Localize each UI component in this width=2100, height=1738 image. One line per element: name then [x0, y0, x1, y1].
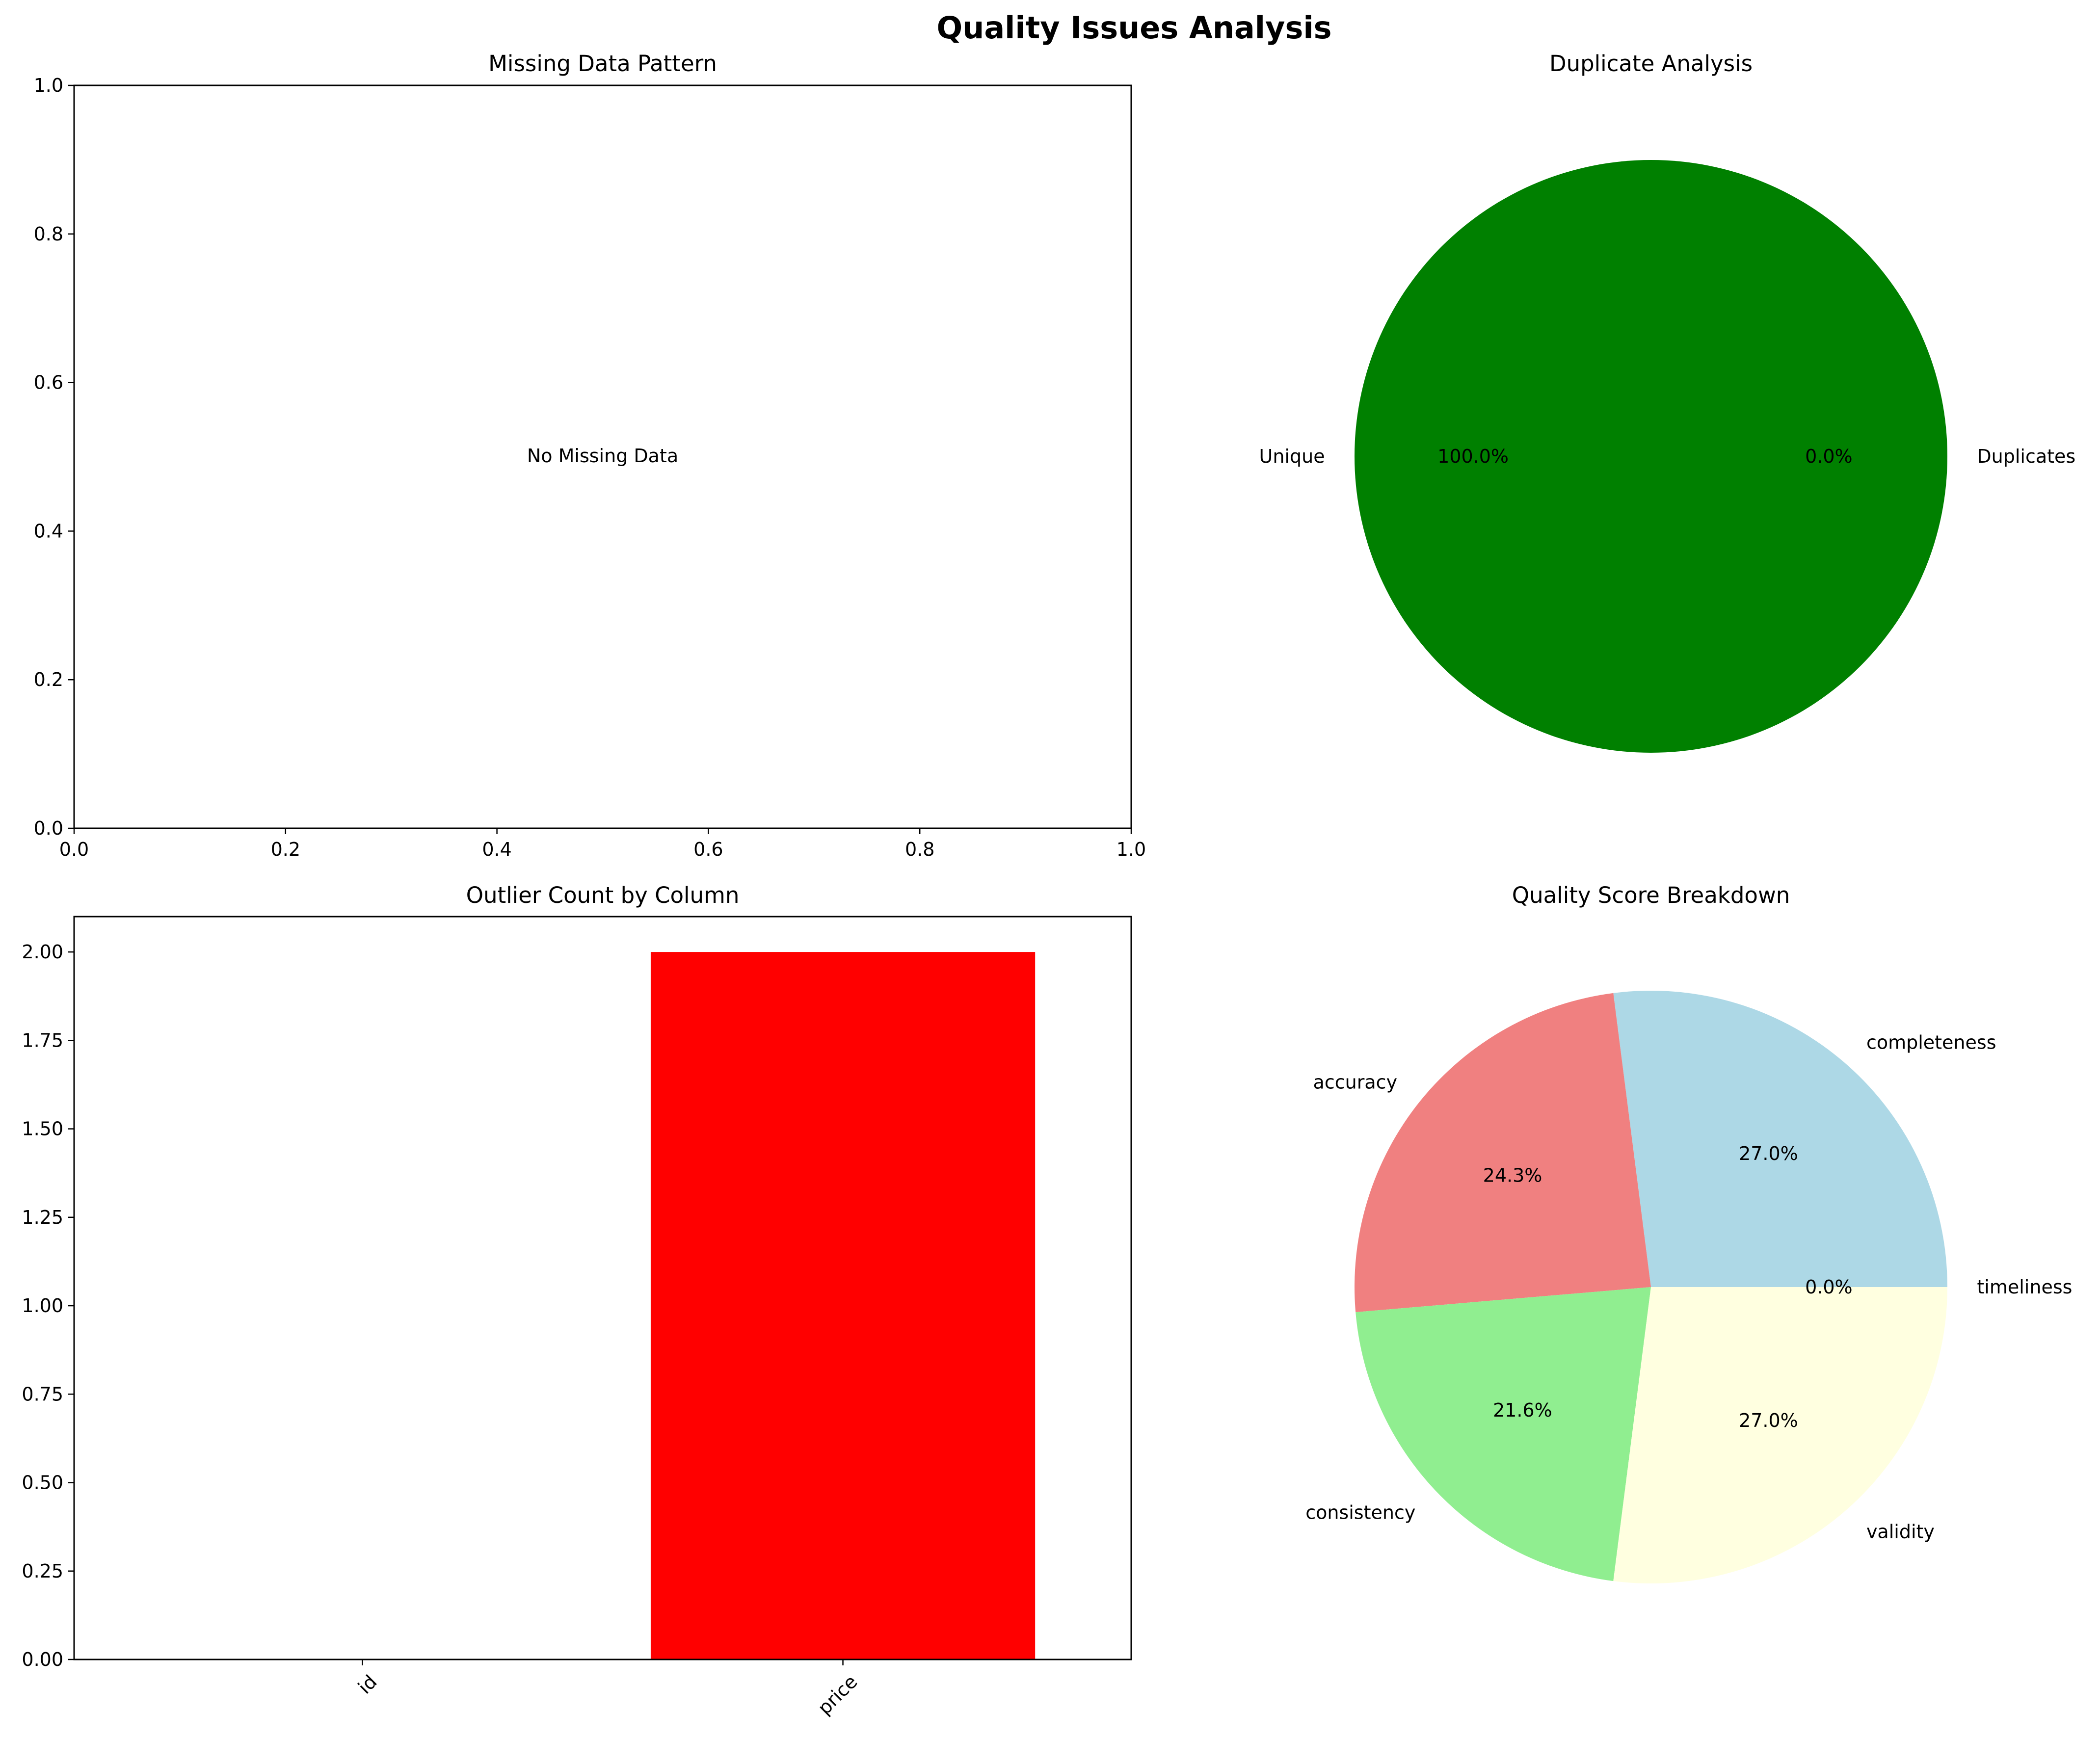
duplicate-analysis-title: Duplicate Analysis: [1549, 51, 1753, 77]
quality-score-panel: Quality Score Breakdown completeness 27.0…: [1305, 882, 2072, 1584]
y-tick-label: 0.75: [22, 1383, 63, 1405]
missing-data-plot: 0.0 0.2 0.4 0.6 0.8 1.0 0.0 0.2 0.4 0.6 0.8 1.0: [34, 75, 1146, 860]
pie-percent-label: 0.0%: [1805, 1276, 1853, 1298]
y-tick-label: 0.00: [22, 1649, 63, 1670]
pie-slice: [1356, 1287, 1651, 1581]
y-tick-label: 1.75: [22, 1029, 63, 1051]
pie-slice: [1613, 990, 1947, 1287]
missing-data-panel: Missing Data Pattern 0.0 0.2 0.4 0.6 0.8 1.00…: [34, 51, 1146, 860]
x-tick-label: 1.0: [1116, 839, 1146, 860]
y-tick-label: 0.50: [22, 1472, 63, 1494]
y-tick-label: 1.50: [22, 1118, 63, 1140]
pie-label: completeness: [1866, 1031, 1996, 1053]
pie-label: validity: [1866, 1521, 1935, 1543]
y-tick-label: 0.6: [34, 372, 63, 394]
quality-score-pie: completeness 27.0% accuracy 24.3% consistenc…: [1305, 990, 2072, 1584]
pie-label: Unique: [1259, 446, 1325, 467]
pie-label: Duplicates: [1977, 446, 2075, 467]
y-tick-label: 2.00: [22, 941, 63, 963]
pie-percent-label: 24.3%: [1483, 1164, 1542, 1186]
missing-data-title: Missing Data Pattern: [488, 51, 717, 77]
y-tick-label: 0.25: [22, 1560, 63, 1582]
y-tick-label: 0.4: [34, 520, 63, 542]
y-tick-label: 0.8: [34, 223, 63, 245]
outlier-count-panel: Outlier Count by Column 0.00 0.25 0.50 0.75…: [22, 882, 1132, 1719]
duplicate-analysis-panel: Duplicate Analysis Unique 100.0% Duplicate…: [1259, 51, 2075, 753]
pie-percent-label: 27.0%: [1739, 1143, 1798, 1164]
pie-label: consistency: [1305, 1502, 1415, 1524]
y-tick-label: 1.0: [34, 75, 63, 96]
duplicate-pie: Unique 100.0% Duplicates 0.0%: [1259, 160, 2075, 753]
x-tick-label: 0.4: [482, 839, 511, 860]
pie-percent-label: 100.0%: [1437, 446, 1509, 467]
pie-slice: [1355, 160, 1947, 753]
y-tick-label: 0.0: [34, 817, 63, 839]
pie-slice: [1355, 993, 1651, 1313]
pie-label: accuracy: [1313, 1072, 1397, 1093]
pie-percent-label: 21.6%: [1493, 1399, 1552, 1421]
outlier-axes-frame: [73, 916, 1132, 1660]
pie-percent-label: 0.0%: [1805, 446, 1853, 467]
outlier-bar: [650, 952, 1036, 1659]
missing-data-axes-frame: [73, 84, 1132, 829]
x-tick-label: 0.2: [271, 839, 300, 860]
x-tick-label: 0.0: [59, 839, 89, 860]
pie-percent-label: 27.0%: [1739, 1410, 1798, 1431]
y-tick-label: 1.00: [22, 1295, 63, 1317]
figure-title: Quality Issues Analysis: [936, 10, 1331, 46]
outlier-count-title: Outlier Count by Column: [466, 882, 740, 908]
pie-slice: [1613, 1287, 1947, 1584]
pie-label: timeliness: [1977, 1276, 2072, 1298]
x-tick-label: 0.8: [905, 839, 934, 860]
quality-score-title: Quality Score Breakdown: [1512, 882, 1790, 908]
y-tick-label: 0.2: [34, 669, 63, 690]
missing-data-annotation: No Missing Data: [527, 445, 678, 467]
y-tick-label: 1.25: [22, 1207, 63, 1228]
x-tick-label: 0.6: [693, 839, 723, 860]
